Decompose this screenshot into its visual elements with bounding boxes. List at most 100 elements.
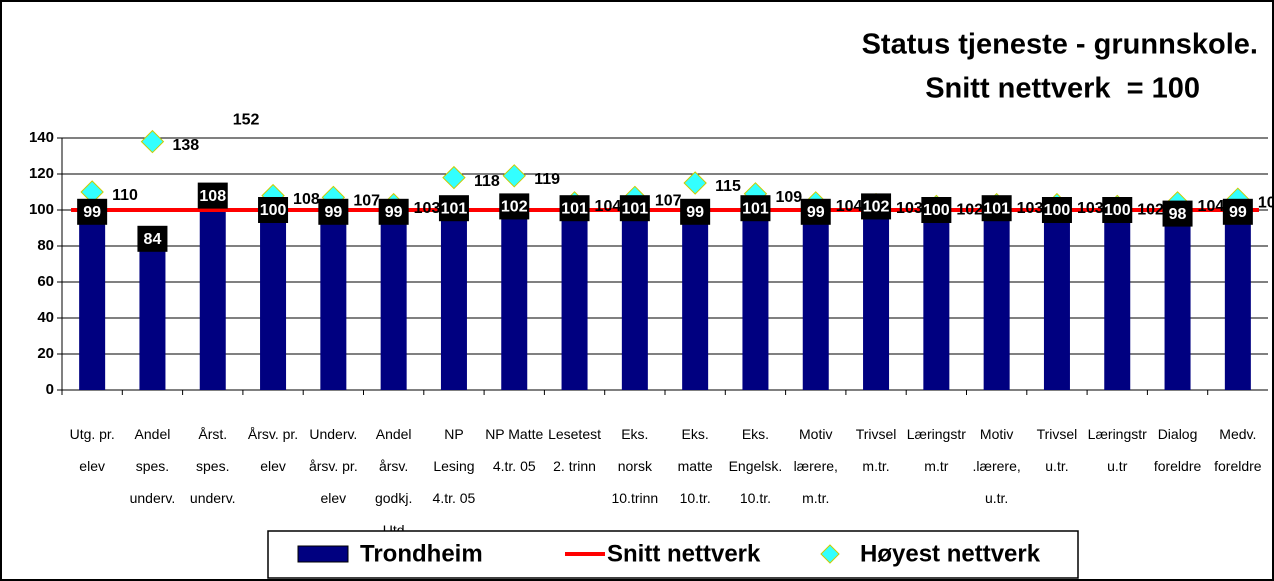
legend-swatch [297,545,349,563]
bar-label: 99 [807,204,825,221]
bar-label: 101 [561,200,588,217]
bar-label: 101 [742,200,769,217]
y-tick-label: 120 [29,165,54,182]
marker-label: 107 [353,193,380,210]
marker-label: 102 [956,202,983,219]
x-tick-label: Motiv .lærere, u.tr. [973,426,1021,506]
marker-label: 106 [1258,194,1274,211]
bar-label-box [740,195,771,222]
bar-label: 101 [441,200,468,217]
bar-label-box [1162,200,1193,227]
x-tick-label: Motiv lærere, m.tr. [794,426,838,506]
x-tick-label: NP Matte 4.tr. 05 [485,426,543,474]
y-tick-label: 60 [37,273,54,290]
x-tick-label: Dialog foreldre [1154,426,1202,474]
marker-label: 107 [655,193,682,210]
bar-label-box [619,195,650,222]
legend-label: Høyest nettverk [860,540,1041,567]
bar [1043,210,1070,390]
x-tick-label: Eks. Engelsk. 10.tr. [729,426,783,506]
marker-label: 119 [534,171,560,188]
legend-swatch [820,544,840,564]
bar [923,210,950,390]
bar [802,211,829,390]
bar-label-box [378,198,409,225]
bar-label: 99 [83,204,101,221]
diamond-marker [683,171,707,195]
x-tick-label: Trivsel m.tr. [856,426,897,474]
marker-label: 109 [775,189,802,206]
bar-label-box [800,198,831,225]
bar [380,211,407,390]
bar [139,238,166,390]
bar-label: 99 [686,204,704,221]
x-tick-label: Medv. foreldre [1214,426,1262,474]
bar-label-box [318,198,349,225]
x-tick-label: Eks. norsk 10.trinn [611,426,658,506]
y-tick-label: 100 [29,201,54,218]
bar-label: 99 [324,204,342,221]
bar [742,208,769,390]
legend-label: Trondheim [360,540,483,567]
marker-label: 118 [474,173,500,190]
marker-label: 104 [595,198,622,215]
bar-label: 99 [1229,204,1247,221]
bar-label: 99 [385,204,403,221]
y-tick-label: 140 [29,129,54,146]
marker-label: 115 [715,178,741,195]
bar-label: 108 [199,188,226,205]
x-tick-label: Trivsel u.tr. [1037,426,1078,474]
bar-label: 98 [1169,206,1187,223]
bar-label: 100 [260,202,287,219]
bar [440,208,467,390]
x-tick-label: Årsv. pr. elev [248,426,298,474]
bar-label-box [981,195,1012,222]
x-tick-label: Årst. spes. underv. [190,426,236,506]
bar [621,208,648,390]
marker-label: 103 [896,200,923,217]
bar-label-box [680,198,711,225]
marker-label: 138 [172,137,199,154]
bar [1224,211,1251,390]
bar-label-box [499,193,530,220]
marker-label: 104 [1198,198,1225,215]
diamond-marker [140,129,165,154]
chart-subtitle: Snitt nettverk = 100 [925,73,1200,105]
x-tick-label: Underv. årsv. pr. elev [309,426,358,506]
bar [1104,210,1131,390]
x-tick-label: Læringstr u.tr [1088,426,1147,474]
bar-label: 102 [863,199,890,216]
y-tick-label: 0 [46,381,54,398]
bar-label: 101 [983,200,1010,217]
marker-label: 103 [414,200,441,217]
marker-label: 108 [293,191,320,208]
diamond-marker [442,165,466,190]
bar [983,208,1010,390]
bar-label-box [559,195,590,222]
x-tick-label: Læringstr m.tr [907,426,966,474]
bar-label: 101 [621,200,648,217]
diamond-marker [502,164,526,188]
marker-label: 152 [233,112,260,129]
bar-label-box [921,197,952,223]
bar-label-box [438,195,469,222]
bar [1164,213,1191,390]
marker-label: 104 [836,198,863,215]
bar-label-box [861,193,892,220]
y-tick-label: 20 [37,345,54,362]
legend-label: Snitt nettverk [607,540,761,567]
marker-label: 102 [1137,202,1164,219]
bar-label-box [137,225,168,252]
bar-label: 100 [1044,202,1071,219]
bar [863,206,890,390]
bar-label: 100 [923,202,950,219]
x-tick-label: NP Lesing 4.tr. 05 [433,426,476,506]
bar [260,210,287,390]
bar [561,208,588,390]
x-tick-label: Lesetest 2. trinn [548,426,601,474]
bar-label-box [1102,197,1133,223]
x-tick-label: Utg. pr. elev [70,426,115,474]
bar-label-box [258,197,289,223]
chart-title: Status tjeneste - grunnskole. [862,29,1258,61]
